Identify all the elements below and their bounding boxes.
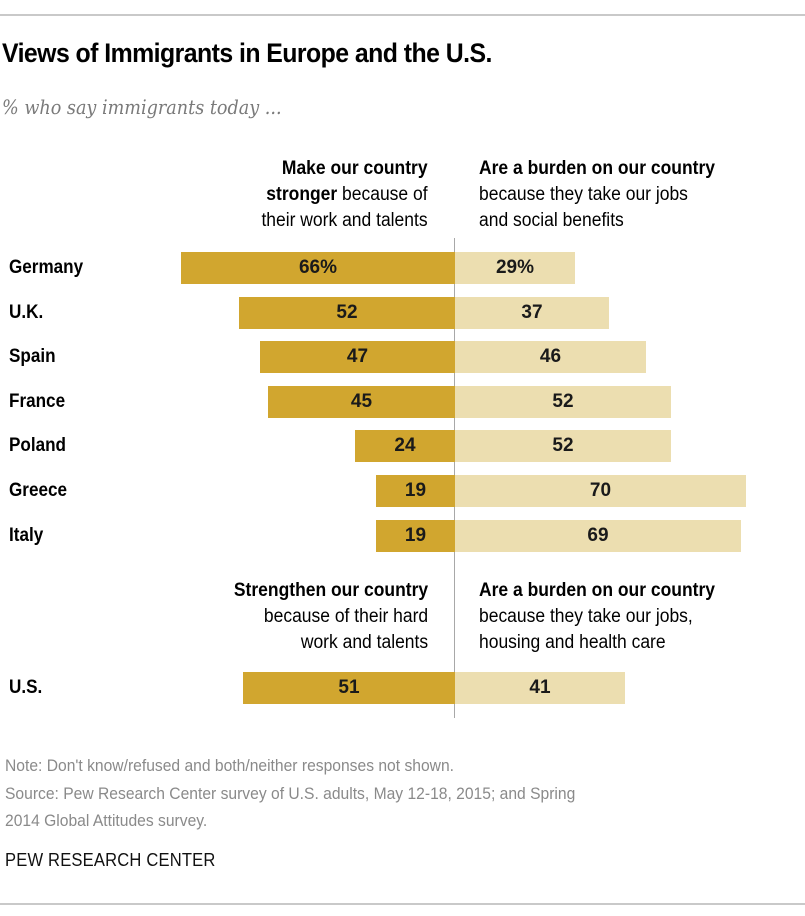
category-label: U.S.	[9, 677, 43, 698]
stronger-value-label: 51	[338, 677, 360, 698]
europe-right-header-line1: Are a burden on our country	[479, 158, 716, 179]
stronger-value-label: 19	[404, 525, 427, 546]
us-left-header-line3: work and talents	[300, 632, 428, 653]
stronger-value-label: 24	[394, 435, 416, 456]
burden-bar	[455, 475, 746, 507]
stronger-value-label: 66%	[298, 257, 338, 278]
europe-left-header: Make our country stronger because of the…	[262, 156, 428, 234]
stronger-value-label: 47	[346, 346, 369, 367]
stronger-bar	[376, 520, 455, 552]
category-label: Poland	[9, 435, 67, 456]
burden-value-label: 41	[529, 677, 551, 698]
burden-bar	[455, 430, 671, 462]
burden-bar	[455, 520, 741, 552]
category-label: Germany	[9, 257, 84, 278]
burden-value-label: 37	[521, 302, 543, 323]
us-left-header-line2: because of their hard	[263, 606, 428, 627]
europe-left-header-line1: Make our country	[282, 158, 428, 179]
us-right-header: Are a burden on our country because they…	[479, 578, 715, 656]
stronger-bar	[355, 430, 455, 462]
footer-note: Note: Don't know/refused and both/neithe…	[5, 756, 455, 775]
burden-value-label: 52	[552, 391, 574, 412]
burden-value-label: 46	[539, 346, 562, 367]
brand-label: PEW RESEARCH CENTER	[5, 850, 216, 870]
europe-right-header: Are a burden on our country because they…	[479, 156, 715, 234]
bottom-rule	[0, 903, 805, 905]
category-label: Italy	[9, 525, 44, 546]
burden-bar	[455, 672, 625, 704]
europe-right-header-line2: because they take our jobs	[479, 184, 688, 205]
stronger-bar	[268, 386, 455, 418]
stronger-bar	[239, 297, 455, 329]
top-rule	[0, 14, 805, 16]
europe-left-header-line2: because of	[337, 184, 428, 205]
footer-source-line2: 2014 Global Attitudes survey.	[5, 811, 208, 830]
burden-value-label: 70	[589, 480, 612, 501]
europe-left-header-line2-bold: stronger	[266, 184, 338, 205]
stronger-bar	[260, 341, 455, 373]
chart-title: Views of Immigrants in Europe and the U.…	[2, 38, 492, 68]
burden-bar	[455, 252, 575, 284]
burden-bar	[455, 341, 646, 373]
stronger-bar	[243, 672, 455, 704]
us-right-header-line2: because they take our jobs,	[479, 606, 693, 627]
category-label: Spain	[9, 346, 56, 367]
footer-source-line1: Source: Pew Research Center survey of U.…	[5, 784, 576, 803]
burden-value-label: 69	[587, 525, 609, 546]
stronger-bar	[181, 252, 455, 284]
us-right-header-line3: housing and health care	[479, 632, 666, 653]
us-right-header-line1: Are a burden on our country	[479, 580, 716, 601]
stronger-value-label: 45	[350, 391, 373, 412]
stronger-bar	[376, 475, 455, 507]
category-label: Greece	[9, 480, 68, 501]
burden-bar	[455, 297, 609, 329]
burden-bar	[455, 386, 671, 418]
burden-value-label: 52	[552, 435, 574, 456]
category-label: France	[9, 391, 66, 412]
chart-subtitle: % who say immigrants today ...	[2, 95, 282, 119]
stronger-value-label: 19	[404, 480, 427, 501]
stronger-value-label: 52	[336, 302, 358, 323]
category-label: U.K.	[9, 302, 44, 323]
us-left-header: Strengthen our country because of their …	[234, 578, 428, 656]
burden-value-label: 29%	[495, 257, 535, 278]
europe-left-header-line3: their work and talents	[261, 210, 428, 231]
europe-right-header-line3: and social benefits	[479, 210, 624, 231]
us-left-header-line1: Strengthen our country	[233, 580, 428, 601]
